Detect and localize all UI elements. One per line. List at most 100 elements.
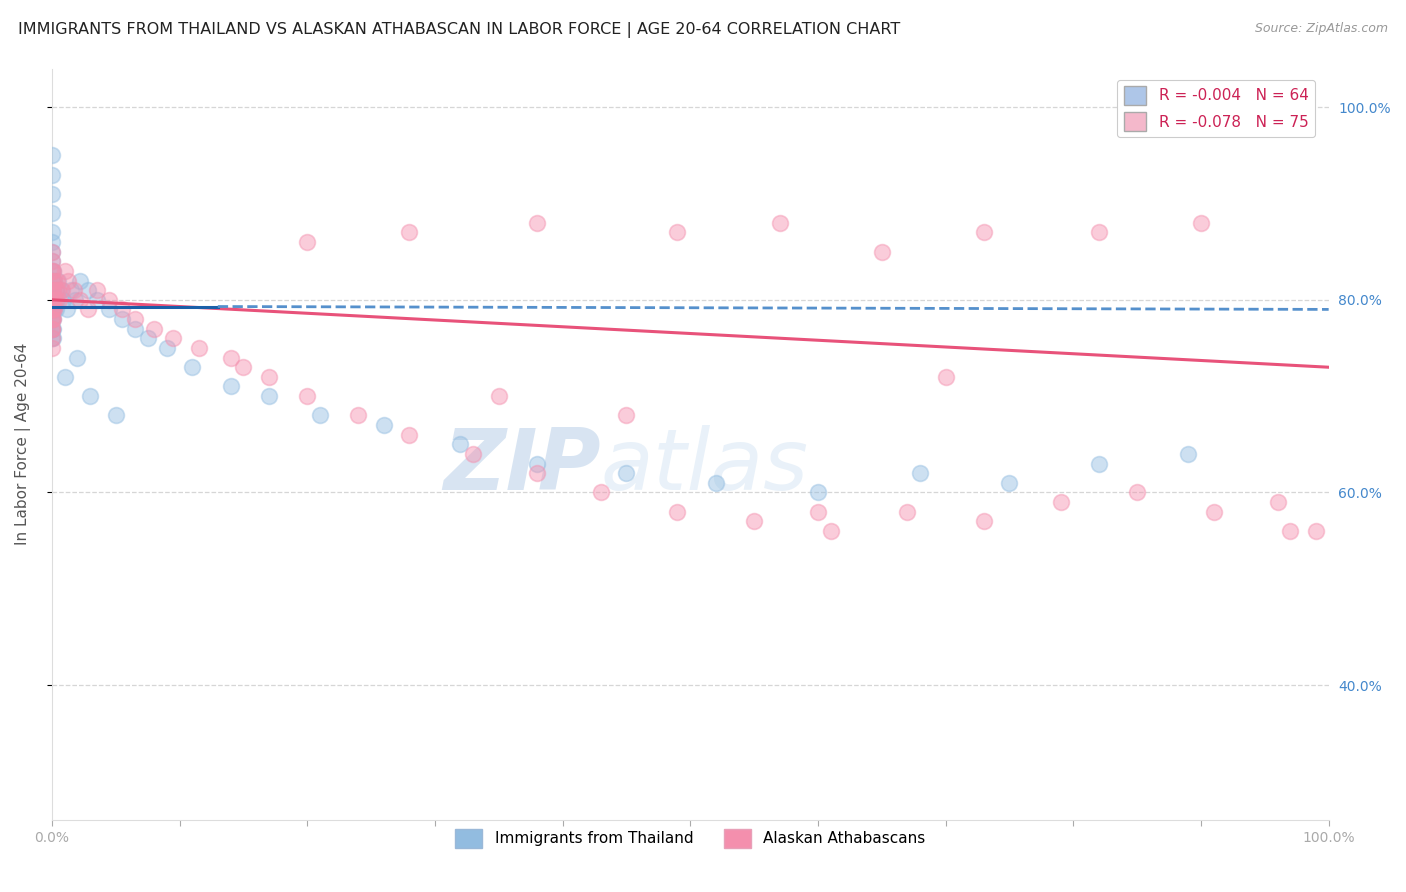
- Point: [935, 369, 957, 384]
- Point: [41, 254, 63, 268]
- Point: [42, 293, 65, 307]
- Point: [111, 312, 134, 326]
- Point: [41, 244, 63, 259]
- Point: [45, 283, 67, 297]
- Point: [44, 293, 66, 307]
- Point: [42, 264, 65, 278]
- Point: [48, 293, 70, 307]
- Point: [347, 409, 370, 423]
- Point: [41, 321, 63, 335]
- Point: [41, 293, 63, 307]
- Point: [41, 321, 63, 335]
- Point: [41, 283, 63, 297]
- Point: [973, 225, 995, 239]
- Point: [41, 264, 63, 278]
- Point: [46, 283, 69, 297]
- Point: [41, 302, 63, 317]
- Point: [41, 244, 63, 259]
- Point: [76, 283, 98, 297]
- Point: [398, 225, 420, 239]
- Point: [79, 389, 101, 403]
- Point: [41, 225, 63, 239]
- Point: [998, 475, 1021, 490]
- Point: [41, 312, 63, 326]
- Point: [1126, 485, 1149, 500]
- Point: [41, 264, 63, 278]
- Legend: Immigrants from Thailand, Alaskan Athabascans: Immigrants from Thailand, Alaskan Athaba…: [449, 823, 932, 854]
- Point: [820, 524, 842, 538]
- Point: [42, 293, 65, 307]
- Point: [41, 293, 63, 307]
- Point: [1049, 495, 1071, 509]
- Point: [41, 321, 63, 335]
- Point: [41, 148, 63, 162]
- Point: [42, 312, 65, 326]
- Point: [45, 283, 67, 297]
- Point: [295, 235, 318, 249]
- Point: [309, 409, 332, 423]
- Point: [616, 409, 638, 423]
- Text: atlas: atlas: [600, 425, 808, 508]
- Point: [52, 293, 75, 307]
- Point: [41, 302, 63, 317]
- Point: [295, 389, 318, 403]
- Point: [257, 369, 280, 384]
- Point: [219, 379, 242, 393]
- Point: [807, 485, 830, 500]
- Point: [63, 293, 86, 307]
- Point: [257, 389, 280, 403]
- Point: [42, 302, 65, 317]
- Point: [45, 293, 67, 307]
- Point: [86, 283, 108, 297]
- Point: [45, 293, 67, 307]
- Point: [86, 293, 108, 307]
- Point: [44, 273, 66, 287]
- Point: [41, 273, 63, 287]
- Point: [156, 341, 179, 355]
- Point: [41, 341, 63, 355]
- Point: [807, 505, 830, 519]
- Point: [463, 447, 485, 461]
- Point: [1267, 495, 1289, 509]
- Point: [41, 302, 63, 317]
- Point: [58, 273, 80, 287]
- Point: [616, 467, 638, 481]
- Point: [1088, 457, 1111, 471]
- Point: [187, 341, 209, 355]
- Point: [41, 302, 63, 317]
- Point: [973, 515, 995, 529]
- Point: [41, 235, 63, 249]
- Point: [41, 293, 63, 307]
- Point: [162, 331, 184, 345]
- Point: [373, 418, 395, 433]
- Point: [51, 283, 73, 297]
- Point: [1189, 216, 1212, 230]
- Point: [104, 409, 127, 423]
- Point: [1202, 505, 1225, 519]
- Point: [181, 360, 204, 375]
- Point: [41, 331, 63, 345]
- Point: [449, 437, 471, 451]
- Point: [76, 302, 98, 317]
- Point: [1279, 524, 1302, 538]
- Point: [44, 273, 66, 287]
- Point: [41, 312, 63, 326]
- Point: [41, 312, 63, 326]
- Point: [69, 293, 91, 307]
- Point: [1177, 447, 1199, 461]
- Point: [666, 225, 689, 239]
- Point: [526, 216, 548, 230]
- Point: [42, 312, 65, 326]
- Point: [41, 273, 63, 287]
- Point: [1088, 225, 1111, 239]
- Point: [908, 467, 931, 481]
- Point: [41, 331, 63, 345]
- Text: ZIP: ZIP: [443, 425, 600, 508]
- Point: [53, 264, 76, 278]
- Point: [704, 475, 727, 490]
- Point: [98, 293, 121, 307]
- Point: [143, 321, 166, 335]
- Point: [526, 467, 548, 481]
- Point: [589, 485, 612, 500]
- Point: [41, 321, 63, 335]
